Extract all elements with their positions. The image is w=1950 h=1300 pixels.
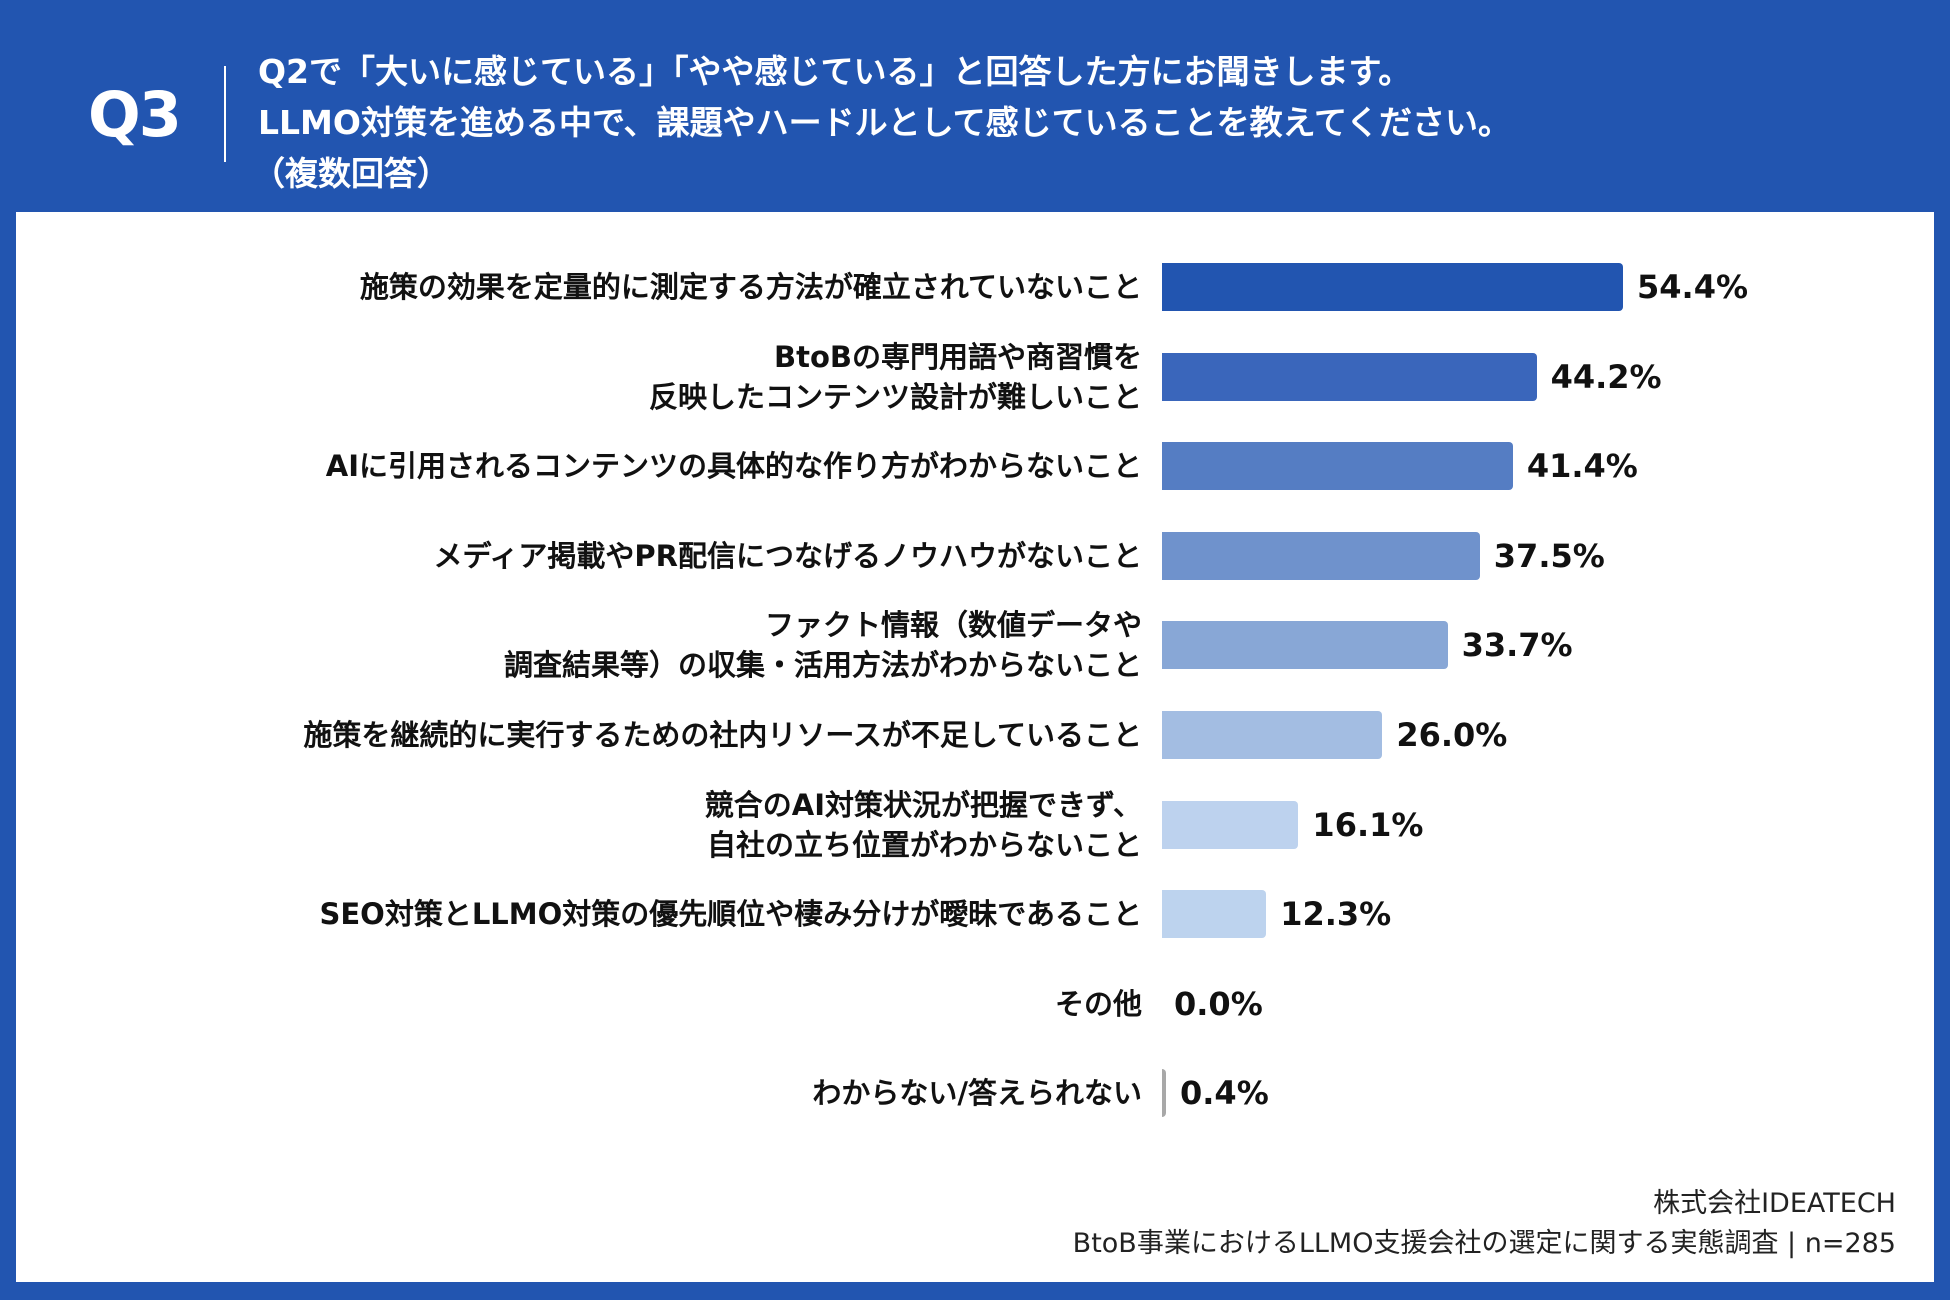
bar bbox=[1162, 352, 1537, 401]
category-label-line: 競合のAI対策状況が把握できず、 bbox=[704, 787, 1142, 822]
bar-row: BtoBの専門用語や商習慣を反映したコンテンツ設計が難しいこと 44.2% bbox=[16, 332, 1934, 422]
bar-row: 競合のAI対策状況が把握できず、 自社の立ち位置がわからないこと 16.1% bbox=[16, 780, 1934, 870]
bar bbox=[1162, 890, 1267, 939]
footer-company: 株式会社IDEATECH bbox=[1653, 1188, 1896, 1219]
category-label: その他 bbox=[1055, 984, 1142, 1024]
question-line-2: LLMO対策を進める中で、課題やハードルとして感じていることを教えてください。 bbox=[258, 103, 1511, 142]
category-label: ファクト情報（数値データや調査結果等）の収集・活用方法がわからないこと bbox=[504, 605, 1142, 685]
bar-row: メディア掲載やPR配信につなげるノウハウがないこと 37.5% bbox=[16, 511, 1934, 601]
category-label-line: 反映したコンテンツ設計が難しいこと bbox=[648, 379, 1142, 414]
value-label: 0.0% bbox=[1174, 984, 1263, 1023]
bar bbox=[1162, 711, 1383, 759]
category-label-line: 自社の立ち位置がわからないこと bbox=[706, 827, 1142, 862]
question-line-3: （複数回答） bbox=[252, 154, 450, 193]
header-divider bbox=[224, 66, 226, 162]
category-label-line: 施策の効果を定量的に測定する方法が確立されていないこと bbox=[359, 270, 1142, 304]
category-label-line: その他 bbox=[1054, 986, 1142, 1021]
value-label: 26.0% bbox=[1396, 716, 1508, 754]
category-label: 施策の効果を定量的に測定する方法が確立されていないこと bbox=[360, 267, 1142, 307]
category-label-line: BtoBの専門用語や商習慣を bbox=[774, 339, 1142, 374]
bar bbox=[1162, 800, 1299, 849]
footer-survey: BtoB事業におけるLLMO支援会社の選定に関する実態調査 | n=285 bbox=[1072, 1228, 1896, 1259]
category-label: わからない/答えられない bbox=[812, 1073, 1142, 1113]
value-label: 41.4% bbox=[1526, 447, 1638, 486]
bar-row: AIに引用されるコンテンツの具体的な作り方がわからないこと 41.4% bbox=[16, 421, 1934, 511]
bar-row: ファクト情報（数値データや調査結果等）の収集・活用方法がわからないこと 33.7% bbox=[16, 600, 1934, 690]
bar bbox=[1162, 531, 1480, 580]
value-label: 37.5% bbox=[1493, 536, 1605, 575]
bar bbox=[1162, 442, 1513, 491]
question-number: Q3 bbox=[88, 78, 182, 151]
bar-row: わからない/答えられない 0.4% bbox=[16, 1048, 1934, 1138]
chart-panel: 施策の効果を定量的に測定する方法が確立されていないこと 54.4% BtoBの専門用… bbox=[16, 212, 1934, 1282]
category-label-line: メディア掲載やPR配信につなげるノウハウがないこと bbox=[433, 538, 1142, 573]
category-label: 競合のAI対策状況が把握できず、 自社の立ち位置がわからないこと bbox=[705, 785, 1142, 865]
bar-row: SEO対策とLLMO対策の優先順位や棲み分けが曖昧であること 12.3% bbox=[16, 869, 1934, 959]
value-label: 16.1% bbox=[1312, 805, 1424, 844]
bar bbox=[1162, 1069, 1166, 1118]
bar-row: 施策を継続的に実行するための社内リソースが不足していること 26.0% bbox=[16, 690, 1934, 780]
bar-row: 施策の効果を定量的に測定する方法が確立されていないこと 54.4% bbox=[16, 242, 1934, 332]
question-line-1: Q2で「大いに感じている」「やや感じている」と回答した方にお聞きします。 bbox=[258, 52, 1412, 91]
category-label: AIに引用されるコンテンツの具体的な作り方がわからないこと bbox=[326, 446, 1142, 486]
category-label-line: 調査結果等）の収集・活用方法がわからないこと bbox=[503, 648, 1142, 683]
category-label: メディア掲載やPR配信につなげるノウハウがないこと bbox=[433, 536, 1142, 576]
category-label: BtoBの専門用語や商習慣を反映したコンテンツ設計が難しいこと bbox=[649, 337, 1142, 417]
category-label-line: ファクト情報（数値データや bbox=[764, 608, 1142, 643]
category-label-line: SEO対策とLLMO対策の優先順位や棲み分けが曖昧であること bbox=[319, 897, 1142, 932]
bar bbox=[1162, 263, 1623, 311]
category-label: SEO対策とLLMO対策の優先順位や棲み分けが曖昧であること bbox=[319, 894, 1142, 934]
footer: 株式会社IDEATECH BtoB事業におけるLLMO支援会社の選定に関する実態… bbox=[1073, 1184, 1896, 1264]
value-label: 12.3% bbox=[1280, 895, 1392, 934]
bar-row: その他 0.0% bbox=[16, 959, 1934, 1049]
question-text: Q2で「大いに感じている」「やや感じている」と回答した方にお聞きします。 LLM… bbox=[252, 46, 1511, 199]
category-label-line: わからない/答えられない bbox=[812, 1076, 1142, 1111]
category-label-line: 施策を継続的に実行するための社内リソースが不足していること bbox=[303, 718, 1142, 752]
category-label: 施策を継続的に実行するための社内リソースが不足していること bbox=[303, 715, 1142, 755]
question-header: Q3 Q2で「大いに感じている」「やや感じている」と回答した方にお聞きします。 … bbox=[0, 0, 1950, 212]
value-label: 54.4% bbox=[1637, 268, 1749, 306]
value-label: 33.7% bbox=[1461, 626, 1573, 665]
category-label-line: AIに引用されるコンテンツの具体的な作り方がわからないこと bbox=[325, 449, 1142, 484]
value-label: 0.4% bbox=[1180, 1074, 1269, 1113]
bar bbox=[1162, 621, 1448, 670]
value-label: 44.2% bbox=[1550, 357, 1662, 396]
